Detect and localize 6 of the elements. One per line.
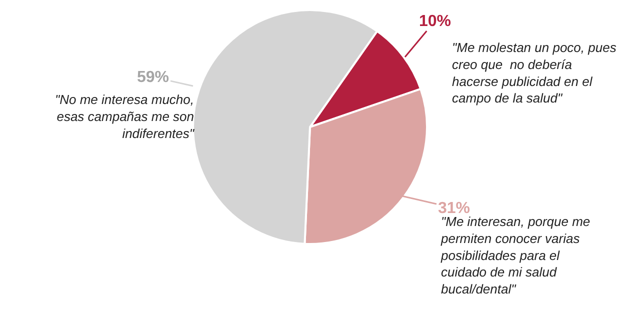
- data-label: 31%: [438, 200, 470, 217]
- slice-label: "Me molestan un poco, pues creo que no debería hacerse publicidad en el campo de la salud": [452, 40, 617, 106]
- data-label: 59%: [137, 69, 170, 86]
- data-label: 10%: [419, 13, 452, 30]
- slice-label: "Me interesan, porque me permiten conocer varias posibilidades para el cuidado de mi salud bucal/dental": [440, 214, 590, 297]
- slice-label: "No me interesa mucho, esas campañas me son indiferentes": [55, 92, 196, 141]
